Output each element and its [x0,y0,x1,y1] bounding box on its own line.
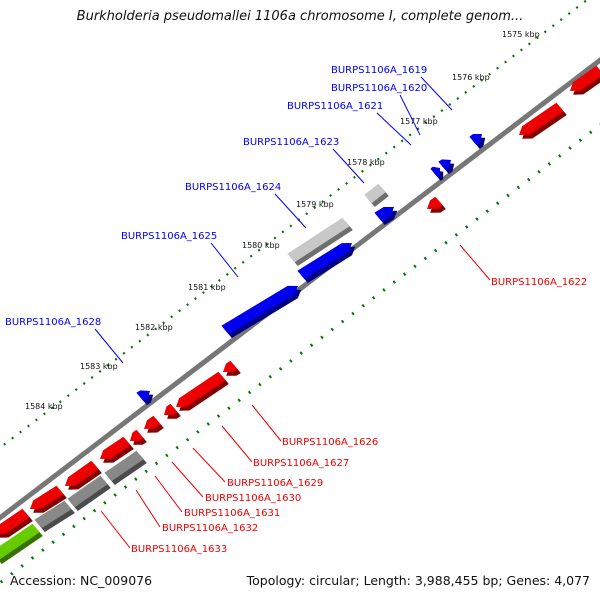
gene-label[interactable]: BURPS1106A_1630 [205,493,301,504]
gene-burps1106a-1620[interactable] [438,159,455,174]
label-leader [135,489,161,528]
label-leader [420,76,453,111]
gene-burps1106a-1628[interactable] [136,390,154,405]
gene-burps1106a-1623b[interactable] [374,207,398,225]
gene-burps1106a-1629[interactable] [164,403,181,419]
gene-label[interactable]: BURPS1106A_1633 [131,544,227,555]
scale-tick-label: 1576 kbp [452,73,490,82]
scale-tick-label: 1580 kbp [242,241,280,250]
inner-scale-line [0,123,600,585]
label-leader [332,148,365,184]
gene-label[interactable]: BURPS1106A_1629 [227,478,323,489]
scale-tick-label: 1583 kbp [80,362,118,371]
scale-tick-label: 1579 kbp [296,200,334,209]
gene-burps1106a-1633c[interactable] [0,508,33,538]
label-leader [171,461,204,498]
gene-burps1106a-1621[interactable] [430,166,444,181]
gene-label[interactable]: BURPS1106A_1632 [162,523,258,534]
scale-tick-label: 1575 kbp [502,30,540,39]
scale-tick-label: 1582 kbp [135,323,173,332]
gene-burps1106a-1623[interactable] [364,183,389,207]
label-leader [221,425,253,463]
gene-burps1106a-1630[interactable] [144,415,164,433]
map-title: Burkholderia pseudomallei 1106a chromoso… [76,9,524,24]
gene-gray-3[interactable] [34,500,75,532]
label-leader [94,328,124,364]
scale-tick-label: 1584 kbp [25,402,63,411]
scale-tick-label: 1577 kbp [400,117,438,126]
gene-burps1106a-1622[interactable] [427,196,446,213]
outer-scale-line [0,0,589,450]
scale-tick-label: 1578 kbp [347,158,385,167]
label-leader [251,404,282,442]
label-leader [154,475,183,513]
label-leader [100,510,131,549]
gene-label[interactable]: BURPS1106A_1621 [287,101,383,112]
gene-burps1106a-1625[interactable] [221,285,302,338]
gene-label[interactable]: BURPS1106A_1631 [184,508,280,519]
gene-burps1106a-1622b[interactable] [519,102,567,139]
gene-burps1106a-1627[interactable] [176,371,229,411]
gene-label[interactable]: BURPS1106A_1622 [491,277,587,288]
gene-label[interactable]: BURPS1106A_1628 [5,317,101,328]
topology-summary: Topology: circular; Length: 3,988,455 bp… [246,573,590,588]
gene-label[interactable]: BURPS1106A_1625 [121,231,217,242]
gene-gray-2[interactable] [67,475,111,511]
label-leader [399,94,421,136]
label-leader [274,193,307,229]
label-leaders [94,76,491,549]
text-labels: 1575 kbp 1576 kbp 1577 kbp 1578 kbp 1579 kbp… [5,30,587,555]
gene-label[interactable]: BURPS1106A_1627 [253,458,349,469]
backbone-line [0,57,600,521]
gene-label[interactable]: BURPS1106A_1624 [185,182,281,193]
gene-burps1106a-1631[interactable] [130,429,147,445]
gene-burps1106a-1625b[interactable] [297,243,356,283]
gene-burps1106a-1626[interactable] [223,360,241,376]
gene-burps1106a-1632[interactable] [100,436,134,463]
gene-label[interactable]: BURPS1106A_1619 [331,65,427,76]
genes [0,65,600,564]
scale-tick-label: 1581 kbp [188,283,226,292]
gene-burps1106a-1624[interactable] [287,217,353,266]
label-leader [210,242,239,278]
gene-label[interactable]: BURPS1106A_1620 [331,83,427,94]
gene-green-1[interactable] [0,523,43,564]
label-leader [376,112,412,146]
gene-burps1106a-1633[interactable] [65,460,102,490]
gene-gray-1[interactable] [104,450,147,485]
gene-burps1106a-1622c[interactable] [570,65,600,95]
label-leader [459,244,491,281]
label-leader [192,447,226,483]
gene-label[interactable]: BURPS1106A_1623 [243,137,339,148]
gene-label[interactable]: BURPS1106A_1626 [282,437,378,448]
gene-burps1106a-1633b[interactable] [30,485,67,513]
accession-text: Accession: NC_009076 [10,573,153,588]
gene-burps1106a-1619[interactable] [469,134,486,149]
